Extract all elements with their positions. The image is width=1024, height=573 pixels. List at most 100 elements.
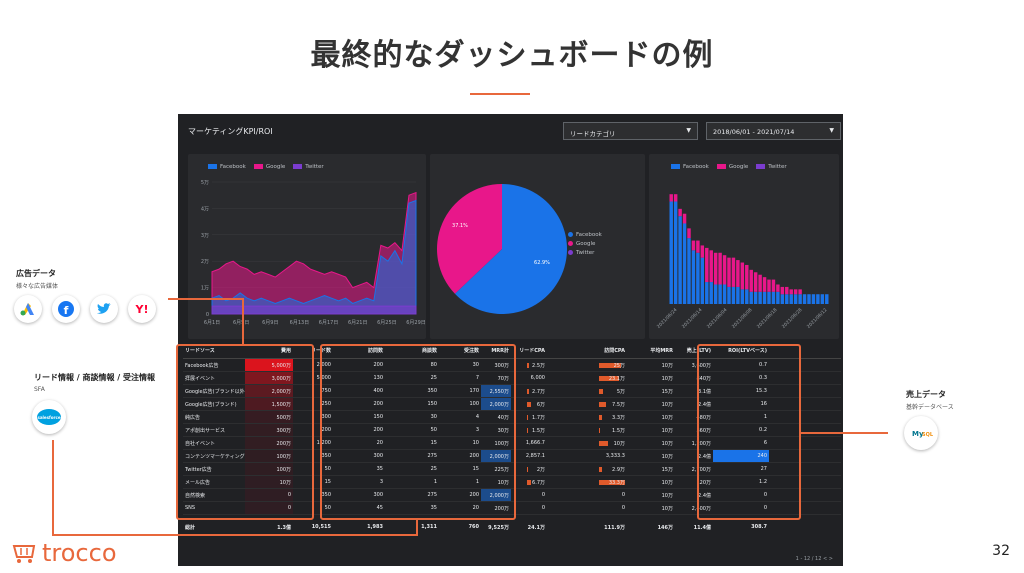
bar-google xyxy=(780,286,785,295)
bar-facebook xyxy=(785,294,789,304)
table-cell: 33.3万 xyxy=(547,476,627,488)
connector-line xyxy=(416,519,418,536)
bar-google xyxy=(718,252,722,285)
table-cell: 6.7万 xyxy=(511,476,547,488)
table-cell: 2,400万 xyxy=(691,505,711,512)
bar-google xyxy=(749,269,753,292)
bar-google xyxy=(691,240,696,251)
table-cell: 1,200万 xyxy=(691,440,711,447)
table-cell: 10 xyxy=(472,440,479,446)
table-cell: 200 xyxy=(321,427,331,433)
cpa-bar xyxy=(527,415,529,420)
table-cell: 1.5万 xyxy=(547,424,627,436)
table-cell: 3 xyxy=(379,479,383,485)
table-cell: 10万 xyxy=(661,401,673,408)
table-header-cell: リードソース xyxy=(185,348,215,354)
table-cell: 1,200 xyxy=(316,440,331,446)
table-cell: 3,333.3 xyxy=(605,453,625,459)
table-cell: Google広告(ブランド以外) xyxy=(185,388,245,395)
connector-line xyxy=(242,298,244,346)
table-cell: 150 xyxy=(427,401,437,407)
table-header-cell[interactable]: MRR計 xyxy=(491,348,509,354)
table-cell: 100万 xyxy=(245,463,293,475)
bar-facebook xyxy=(793,294,798,304)
bar-facebook xyxy=(727,286,731,304)
table-header-cell: 訪問数 xyxy=(367,348,383,354)
bar-facebook xyxy=(811,294,816,304)
chevron-down-icon: ▼ xyxy=(829,127,834,134)
bar-facebook xyxy=(762,291,767,304)
table-total-row: 総計 1.3億 10,515 1,983 1,311 760 9,525万 24.1万 111.… xyxy=(183,519,841,535)
table-cell: 2,000万 xyxy=(481,398,511,410)
x-tick-label: 6月17日 xyxy=(319,320,339,326)
page-number: 32 xyxy=(992,543,1010,559)
bar-facebook xyxy=(767,291,771,304)
bar-facebook xyxy=(705,282,709,304)
table-cell: 5,000万 xyxy=(245,359,293,371)
x-tick-label: 6月1日 xyxy=(204,320,220,326)
google-ads-icon xyxy=(14,295,42,323)
table-row: SNS 0 50 45 35 20 200万 0 0 10万 2,400万 0 xyxy=(183,502,841,515)
x-tick-label: 2021/06/14 xyxy=(681,307,704,330)
table-cell: メール広告 xyxy=(185,479,211,486)
table-cell: 200万 xyxy=(245,437,293,449)
kpi-table: リードソース 費用 リード数 訪問数 商談数 受注数 MRR計 リードCPA 訪問CPA 平均MR… xyxy=(183,343,841,535)
legend-item-facebook: Facebook xyxy=(568,232,602,238)
bar-google xyxy=(687,228,691,239)
x-tick-label: 2021/06/08 xyxy=(731,307,754,330)
dashboard: マーケティングKPI/ROI リードカテゴリ ▼ 2018/06/01 - 20… xyxy=(178,114,843,566)
table-cell: 10万 xyxy=(661,453,673,460)
table-row: 自社イベント 200万 1,200 20 15 10 100万 1,666.7 10万 10万 1,… xyxy=(183,437,841,450)
y-tick-label: 5万 xyxy=(201,180,209,186)
cpa-bar xyxy=(527,389,529,394)
cpa-bar xyxy=(599,467,602,472)
table-header-cell: 受注数 xyxy=(463,348,479,354)
pie-chart: 62.9% 37.1% xyxy=(437,184,567,314)
table-pager[interactable]: 1 - 12 / 12 < > xyxy=(795,556,833,562)
table-cell: 25 xyxy=(430,466,437,472)
table-header-cell[interactable]: 費用 xyxy=(280,348,291,354)
table-cell: 300 xyxy=(373,453,383,459)
date-range-picker[interactable]: 2018/06/01 - 2021/07/14 ▼ xyxy=(706,122,841,140)
table-cell: 250 xyxy=(321,401,331,407)
table-cell: 30 xyxy=(472,362,479,368)
x-tick-label: 6月9日 xyxy=(262,320,278,326)
bar-facebook xyxy=(678,216,682,304)
table-cell: 純広告 xyxy=(185,414,201,421)
table-cell: 45 xyxy=(376,505,383,511)
table-cell: 自然検索 xyxy=(185,492,206,499)
logo-text: trocco xyxy=(42,539,117,567)
bar-chart-legend: Facebook Google Twitter xyxy=(671,164,787,170)
bar-facebook xyxy=(736,286,740,304)
table-cell: 150 xyxy=(373,414,383,420)
y-tick-label: 2万 xyxy=(201,259,209,265)
bar-google xyxy=(740,262,745,290)
table-total-cell: 146万 xyxy=(657,524,673,531)
y-tick-label: 3万 xyxy=(201,233,209,239)
bar-facebook xyxy=(820,294,825,304)
table-cell: 7 xyxy=(475,375,479,381)
table-cell: アポ創出サービス xyxy=(185,427,226,434)
table-cell: 80 xyxy=(430,362,437,368)
lead-category-dropdown[interactable]: リードカテゴリ ▼ xyxy=(563,122,698,140)
table-cell: 2.4億 xyxy=(698,401,711,408)
cpa-bar xyxy=(527,428,528,433)
table-cell: 200 xyxy=(373,427,383,433)
bar-google xyxy=(705,247,709,283)
table-cell: 10万 xyxy=(661,440,673,447)
table-total-cell: 1,983 xyxy=(367,524,383,530)
table-cell: 10万 xyxy=(661,362,673,369)
table-cell: 350 xyxy=(427,388,437,394)
ad-cost-highlight xyxy=(176,344,314,520)
table-cell: 120万 xyxy=(696,479,711,486)
table-total-cell: 1.3億 xyxy=(277,524,291,531)
table-cell: 2,000万 xyxy=(481,450,511,462)
lead-category-label: リードカテゴリ xyxy=(570,130,616,138)
table-cell: 300 xyxy=(321,414,331,420)
sales-data-title: 売上データ xyxy=(906,390,946,399)
table-cell: 0.3 xyxy=(759,375,767,381)
table-cell: 5万 xyxy=(547,385,627,397)
table-cell: 360万 xyxy=(696,427,711,434)
table-cell: 6,000 xyxy=(530,375,545,381)
table-row: Google広告(ブランド以外) 2,000万 750 400 350 170 2,550万… xyxy=(183,385,841,398)
